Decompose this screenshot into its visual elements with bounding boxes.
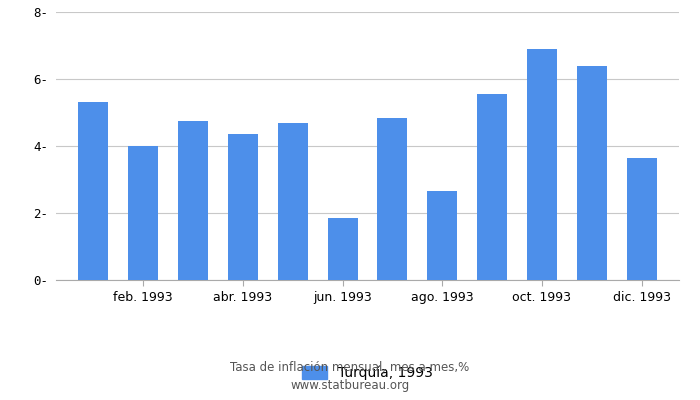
- Bar: [178, 121, 208, 280]
- Bar: [228, 134, 258, 280]
- Bar: [278, 122, 308, 280]
- Bar: [78, 102, 108, 280]
- Text: Tasa de inflación mensual, mes a mes,%
www.statbureau.org: Tasa de inflación mensual, mes a mes,% w…: [230, 361, 470, 392]
- Legend: Turquía, 1993: Turquía, 1993: [297, 360, 438, 386]
- Bar: [626, 158, 657, 280]
- Bar: [328, 218, 358, 280]
- Bar: [477, 94, 507, 280]
- Bar: [527, 49, 557, 280]
- Bar: [577, 66, 607, 280]
- Bar: [128, 146, 158, 280]
- Bar: [427, 191, 457, 280]
- Bar: [377, 118, 407, 280]
